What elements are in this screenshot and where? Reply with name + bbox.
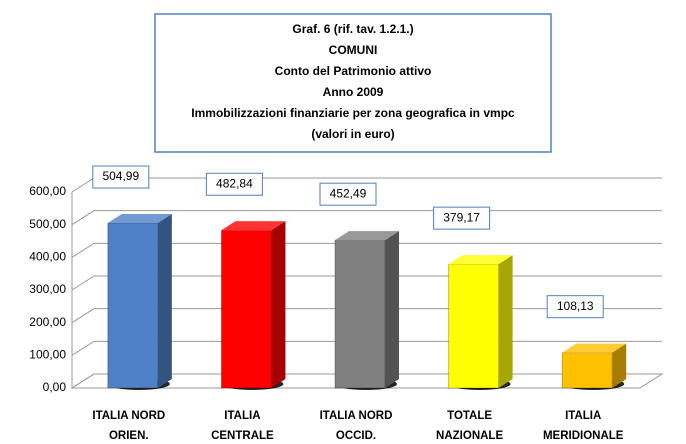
bar [334, 239, 386, 389]
bar-top-shade [448, 255, 513, 265]
bar-top [107, 214, 172, 224]
bar-side-shade [271, 221, 286, 388]
x-tick-label: ITALIA NORD [92, 410, 165, 422]
bar-side-shade [157, 214, 172, 388]
bar-top [335, 231, 399, 241]
bar-top [221, 221, 286, 231]
bar [220, 229, 272, 389]
chart-title: COMUNI [329, 43, 378, 57]
y-tick-label: 200,00 [29, 315, 66, 329]
value-label-box [205, 172, 263, 196]
bar-top [448, 255, 513, 265]
x-tick-label: ITALIA [565, 410, 601, 422]
bar-side-shade [385, 231, 399, 388]
x-tick-label: NAZIONALE [436, 430, 503, 442]
value-label: 379,17 [443, 210, 480, 224]
bar-top [562, 343, 627, 353]
bar [107, 222, 159, 389]
bar-side [612, 343, 627, 388]
y-tick-label: 0,00 [43, 380, 67, 394]
x-tick-label: OCCID. [336, 430, 376, 442]
bar-side [385, 231, 399, 388]
bar-top-shade [562, 343, 627, 353]
value-label-box [319, 182, 377, 206]
value-label-box [92, 165, 150, 189]
chart-title: Anno 2009 [323, 85, 384, 99]
bar [448, 263, 500, 389]
bar-top-shade [221, 221, 286, 231]
y-tick-label: 500,00 [29, 217, 66, 231]
chart-title: Graf. 6 (rif. tav. 1.2.1.) [292, 22, 413, 36]
y-tick-label: 100,00 [29, 348, 66, 362]
bar-top-shade [107, 214, 172, 224]
value-label: 108,13 [557, 299, 594, 313]
value-label: 504,99 [102, 169, 139, 183]
y-tick-label: 400,00 [29, 250, 66, 264]
chart-title: Immobilizzazioni finanziarie per zona ge… [191, 106, 515, 120]
grid-line [71, 242, 662, 258]
x-tick-label: ITALIA NORD [320, 410, 393, 422]
value-label-box [433, 206, 491, 230]
title-box [154, 13, 552, 153]
bar-side [157, 214, 172, 388]
x-tick-label: MERIDIONALE [543, 430, 624, 442]
bar-side [498, 255, 513, 388]
x-tick-label: TOTALE [447, 410, 492, 422]
bar-side [271, 221, 286, 388]
bar-top-shade [335, 231, 399, 241]
value-label: 452,49 [330, 186, 367, 200]
bar-side-shade [612, 343, 627, 388]
x-tick-label: ORIEN. [109, 430, 149, 442]
x-tick-label: ITALIA [224, 410, 260, 422]
x-tick-label: CENTRALE [211, 430, 274, 442]
y-tick-label: 300,00 [29, 282, 66, 296]
chart-title: (valori in euro) [311, 127, 394, 141]
value-label-box [546, 295, 604, 319]
bar-side-shade [498, 255, 513, 388]
bar [561, 352, 613, 389]
y-tick-label: 600,00 [29, 184, 66, 198]
chart-title: Conto del Patrimonio attivo [275, 64, 432, 78]
value-label: 482,84 [216, 176, 253, 190]
